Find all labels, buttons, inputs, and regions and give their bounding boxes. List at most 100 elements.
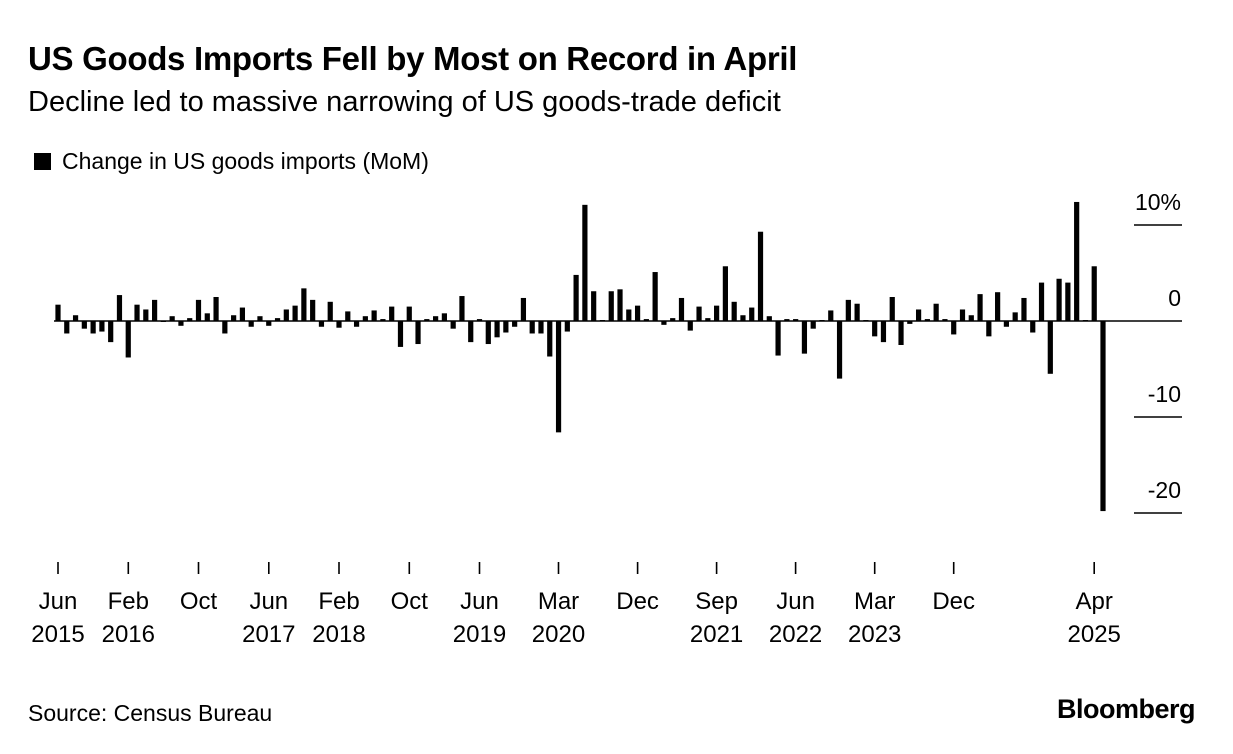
bar bbox=[775, 321, 781, 356]
bar bbox=[968, 315, 974, 321]
bar bbox=[362, 316, 368, 321]
bar bbox=[476, 319, 483, 321]
bar bbox=[652, 272, 658, 321]
x-axis: Jun 2015 Feb 2016 Oct Jun 2017 Feb 2018 Oct Jun 201… bbox=[31, 562, 1121, 648]
bar bbox=[529, 321, 535, 334]
bar bbox=[222, 321, 228, 334]
bar bbox=[951, 321, 957, 335]
bar bbox=[757, 231, 764, 321]
bar bbox=[64, 321, 70, 334]
x-tick-label-month: Mar bbox=[538, 588, 579, 615]
bar bbox=[213, 297, 219, 321]
y-tick-label: 0 bbox=[1168, 285, 1181, 311]
bar bbox=[283, 309, 289, 321]
bar bbox=[828, 310, 834, 321]
y-tick-label: 10% bbox=[1135, 189, 1181, 215]
bar bbox=[310, 299, 316, 321]
bar bbox=[415, 321, 421, 345]
x-tick-label-month: Oct bbox=[391, 588, 429, 615]
bar bbox=[512, 321, 518, 327]
bar bbox=[195, 299, 202, 321]
chart-title: US Goods Imports Fell by Most on Record … bbox=[28, 40, 798, 77]
bar bbox=[389, 306, 395, 321]
bar bbox=[380, 319, 386, 321]
bar bbox=[231, 315, 237, 321]
bar bbox=[836, 321, 843, 379]
bar bbox=[793, 319, 799, 321]
bar bbox=[336, 321, 342, 328]
y-tick-label: -20 bbox=[1148, 477, 1181, 503]
bar bbox=[1038, 282, 1045, 321]
bar bbox=[749, 307, 755, 321]
bar bbox=[801, 321, 808, 354]
x-tick-label-month: Dec bbox=[616, 588, 659, 615]
bar bbox=[564, 321, 570, 332]
bar bbox=[995, 292, 1001, 321]
bar bbox=[670, 318, 676, 321]
x-tick-label-month: Oct bbox=[180, 588, 218, 615]
bar bbox=[55, 304, 61, 321]
bar bbox=[503, 321, 509, 333]
bar bbox=[441, 313, 447, 321]
bloomberg-logo: Bloomberg bbox=[1056, 694, 1196, 724]
bar bbox=[661, 321, 667, 325]
bar bbox=[889, 297, 895, 321]
bar bbox=[880, 321, 887, 343]
bar bbox=[538, 321, 544, 334]
x-tick-label-month: Apr bbox=[1076, 588, 1113, 615]
y-tick-label: -10 bbox=[1148, 381, 1181, 407]
bar bbox=[433, 316, 439, 321]
bar bbox=[810, 321, 816, 329]
bar bbox=[555, 321, 562, 433]
bar bbox=[397, 321, 404, 347]
bar bbox=[239, 307, 246, 321]
bar bbox=[99, 321, 105, 332]
bar bbox=[116, 295, 123, 321]
bar bbox=[301, 288, 307, 321]
bar bbox=[353, 321, 360, 327]
bar bbox=[915, 309, 922, 321]
bar bbox=[687, 321, 693, 331]
bar bbox=[1091, 266, 1097, 321]
x-tick-label-year: 2019 bbox=[453, 621, 506, 648]
bar bbox=[81, 321, 87, 329]
bar bbox=[766, 316, 772, 321]
x-tick-label-year: 2025 bbox=[1068, 621, 1121, 648]
bar bbox=[626, 309, 632, 321]
bar bbox=[248, 321, 254, 327]
bar bbox=[1047, 321, 1053, 374]
bar bbox=[257, 316, 263, 321]
bar bbox=[1065, 282, 1071, 321]
legend: Change in US goods imports (MoM) bbox=[34, 148, 429, 175]
bar bbox=[696, 306, 702, 321]
x-tick-label-month: Jun bbox=[249, 588, 288, 615]
bar bbox=[705, 318, 711, 321]
bar bbox=[872, 321, 878, 337]
x-tick-label-year: 2021 bbox=[690, 621, 743, 648]
bar bbox=[634, 305, 641, 321]
bar bbox=[1100, 321, 1106, 512]
bar bbox=[942, 319, 948, 321]
bar bbox=[494, 321, 500, 338]
bar bbox=[424, 319, 430, 321]
bar bbox=[573, 274, 579, 321]
bar bbox=[274, 318, 281, 321]
bar bbox=[520, 297, 527, 321]
bar bbox=[977, 294, 983, 321]
x-tick-label-year: 2020 bbox=[532, 621, 585, 648]
x-tick-label-year: 2023 bbox=[848, 621, 901, 648]
bar bbox=[617, 289, 623, 321]
bar bbox=[722, 266, 728, 321]
bar bbox=[187, 318, 193, 321]
bar bbox=[678, 297, 685, 321]
x-tick-label-month: Mar bbox=[854, 588, 895, 615]
bar bbox=[924, 319, 930, 321]
bar bbox=[986, 321, 992, 337]
x-tick-label-month: Jun bbox=[460, 588, 499, 615]
bar bbox=[152, 299, 158, 321]
bar bbox=[292, 305, 298, 321]
bar bbox=[134, 304, 140, 321]
x-tick-label-year: 2018 bbox=[312, 621, 365, 648]
bar bbox=[485, 321, 491, 345]
bar bbox=[714, 305, 720, 321]
